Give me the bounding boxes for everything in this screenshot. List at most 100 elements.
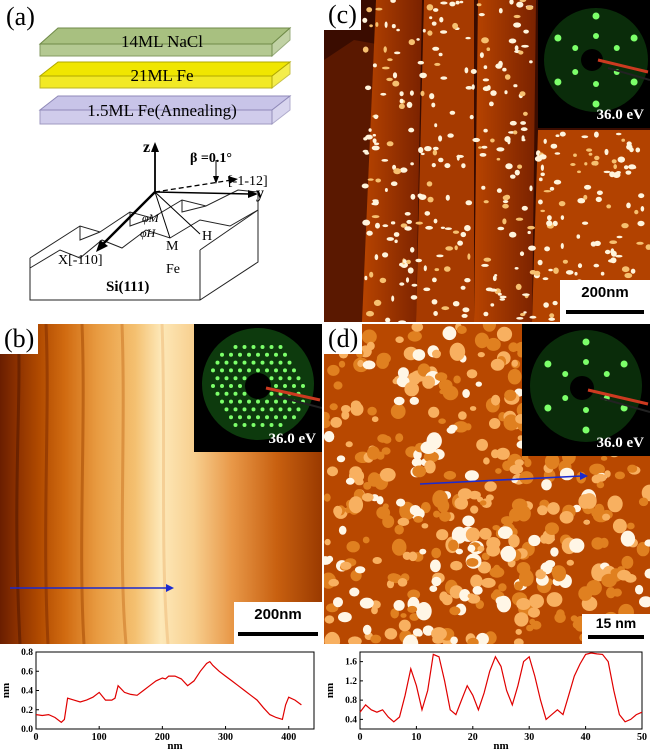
y-tick-label: 0.6 [21,667,33,677]
island-dot [460,231,467,238]
grain [545,522,559,535]
diffraction-spot [238,352,242,357]
grain [398,619,411,632]
grain [486,544,501,557]
island-dot [393,168,402,175]
island-dot [547,215,552,221]
island-dot [606,204,612,209]
scale-bar-c: 200nm [560,280,650,322]
grain [476,632,489,644]
island-dot [455,0,460,5]
island-dot [521,44,529,48]
island-dot [433,311,438,316]
island-dot [364,151,370,155]
diffraction-spot [292,384,296,388]
island-dot [423,265,427,272]
diffraction-spot [278,376,283,381]
island-dot [550,143,558,149]
diffraction-spot [260,407,265,412]
grain [552,565,567,582]
grain [635,584,644,595]
diffraction-spot [256,368,260,373]
island-dot [596,190,603,196]
island-dot [431,21,437,26]
diffraction-spot [224,391,229,396]
grain [434,372,448,382]
grain [641,484,650,502]
direction-112-label: [-1-12] [228,174,268,189]
leed-energy-d: 36.0 eV [596,435,645,451]
x-axis-arrowhead [96,240,108,252]
island-dot [533,270,541,276]
island-dot [415,258,422,263]
grain [438,379,453,392]
diffraction-spot [260,345,265,349]
island-dot [461,313,468,318]
island-dot [465,200,473,206]
island-dot [609,240,618,244]
tilted-direction [154,179,233,193]
grain [496,326,513,342]
grain [407,589,421,600]
island-dot [638,193,645,199]
island-dot [573,153,577,157]
island-dot [539,154,547,160]
island-dot [407,267,414,274]
diffraction-spot [269,407,274,412]
diffraction-spot [220,399,224,404]
grain [429,585,438,592]
grain [620,530,636,547]
profile-chart-b: 0 100 200 300 400 0.0 0.2 0.4 0.6 0.8 nm nm [0,648,315,751]
island-dot [527,225,535,230]
grain [349,466,363,479]
grain [467,544,476,552]
grain [490,358,505,371]
diffraction-spot [233,376,238,381]
island-dot [594,131,599,138]
island-dot [584,184,592,190]
island-dot [445,246,454,251]
island-dot [540,209,545,213]
island-dot [515,217,524,221]
grain [422,375,435,389]
grain [384,628,398,640]
island-dot [610,257,617,264]
x-axis [101,191,156,246]
panel-b-label: (b) [0,324,39,354]
island-dot [362,46,369,53]
island-dot [431,299,438,305]
island-dot [390,0,396,3]
island-dot [410,193,416,200]
island-dot [432,146,439,151]
grain [644,539,650,547]
diffraction-spot [256,415,260,420]
grain [518,569,534,587]
island-dot [613,164,617,170]
island-dot [481,145,488,149]
island-dot [398,320,407,322]
island-dot [625,170,632,175]
island-dot [438,157,444,163]
grain [524,458,532,468]
grain [341,410,350,420]
grain [537,505,548,516]
grain [559,511,574,524]
diffraction-spot [269,360,274,365]
island-dot [440,30,448,34]
grain [606,587,616,599]
island-dot [504,136,511,143]
island-dot [529,185,533,192]
island-dot [621,266,630,273]
phi-m-label: φM [142,211,160,225]
island-dot [406,219,412,224]
diffraction-spot [247,352,251,357]
island-dot [509,0,514,5]
layer-fe-side [271,60,291,90]
grain [509,464,524,475]
plot-frame [35,651,315,730]
island-dot [523,29,529,34]
island-dot [394,51,401,55]
grain [612,518,627,534]
island-dot [482,86,490,92]
grain [324,493,331,502]
